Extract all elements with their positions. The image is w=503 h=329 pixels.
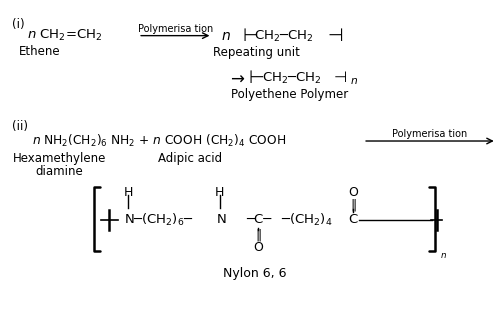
Text: Nylon 6, 6: Nylon 6, 6 <box>223 267 286 280</box>
Text: ─(CH$_2$)$_6$─: ─(CH$_2$)$_6$─ <box>133 212 193 228</box>
Text: C: C <box>349 214 358 226</box>
Text: diamine: diamine <box>35 165 83 178</box>
Text: Repeating unit: Repeating unit <box>213 46 300 59</box>
Text: $\dashv$: $\dashv$ <box>323 27 343 45</box>
Text: CH$_2$─CH$_2$: CH$_2$─CH$_2$ <box>262 70 321 86</box>
Text: ‖: ‖ <box>350 199 357 212</box>
Text: $\vdash$: $\vdash$ <box>245 69 265 87</box>
Text: $\dashv_n$: $\dashv_n$ <box>331 69 359 87</box>
Text: ─(CH$_2$)$_4$: ─(CH$_2$)$_4$ <box>281 212 332 228</box>
Text: CH$_2$─CH$_2$: CH$_2$─CH$_2$ <box>255 29 314 44</box>
Text: Polymerisa tion: Polymerisa tion <box>392 129 467 139</box>
Text: Hexamethylene: Hexamethylene <box>13 152 106 165</box>
Text: Polymerisa tion: Polymerisa tion <box>138 24 213 34</box>
Text: N: N <box>216 214 226 226</box>
Text: N: N <box>125 214 135 226</box>
Text: H: H <box>215 186 224 199</box>
Text: $\vdash$: $\vdash$ <box>238 27 258 45</box>
Text: ─C─: ─C─ <box>245 214 271 226</box>
Text: Ethene: Ethene <box>19 45 60 59</box>
Text: $\rightarrow$: $\rightarrow$ <box>227 69 245 87</box>
Text: H: H <box>124 186 133 199</box>
Text: $n$: $n$ <box>221 29 230 43</box>
Text: Polyethene Polymer: Polyethene Polymer <box>231 88 349 101</box>
Text: $_n$: $_n$ <box>440 248 447 261</box>
Text: (ii): (ii) <box>12 120 28 134</box>
Text: (i): (i) <box>12 18 25 31</box>
Text: O: O <box>254 241 263 254</box>
Text: $n$ NH$_2$(CH$_2$)$_6$ NH$_2$ + $n$ COOH (CH$_2$)$_4$ COOH: $n$ NH$_2$(CH$_2$)$_6$ NH$_2$ + $n$ COOH… <box>32 133 286 149</box>
Text: Adipic acid: Adipic acid <box>158 152 222 165</box>
Text: $n$ CH$_2$=CH$_2$: $n$ CH$_2$=CH$_2$ <box>27 28 103 43</box>
Text: O: O <box>349 186 358 199</box>
Text: ‖: ‖ <box>255 228 262 241</box>
